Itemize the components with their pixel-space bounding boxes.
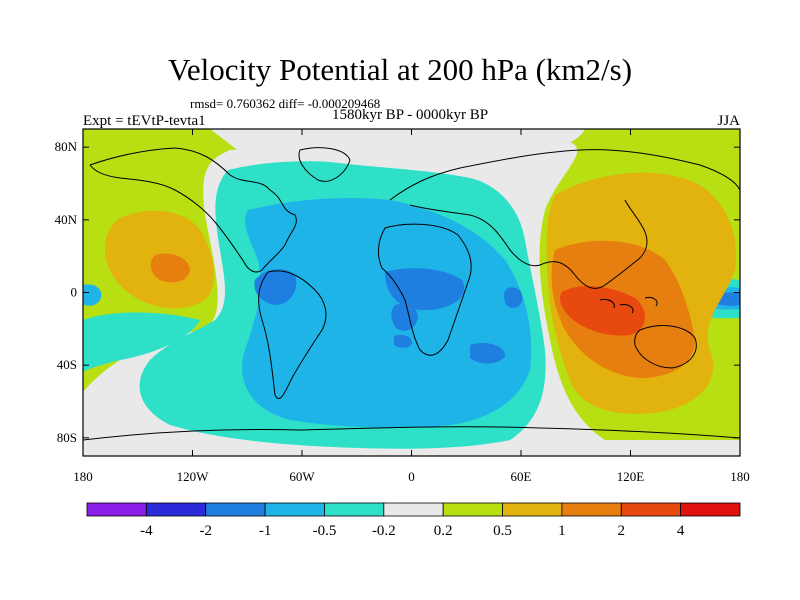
lat-tick-label: 40N: [55, 212, 78, 227]
field-negative-pacific-spot: [83, 284, 102, 306]
lat-tick-label: 0: [71, 285, 78, 300]
colorbar-swatch: [86, 502, 147, 517]
lon-tick-label: 180: [730, 469, 750, 484]
lon-tick-label: 120E: [617, 469, 645, 484]
colorbar-swatch: [205, 502, 266, 517]
colorbar-swatch: [324, 502, 385, 517]
colorbar-label: 1: [558, 523, 566, 539]
plot-title: Velocity Potential at 200 hPa (km2/s): [167, 52, 633, 87]
antarctica-coast: [83, 426, 740, 441]
colorbar-swatch: [620, 502, 682, 517]
lon-tick-label: 60W: [289, 469, 315, 484]
colorbar-label: -0.2: [372, 523, 396, 539]
colorbar-swatch: [502, 502, 563, 517]
colorbar-swatch: [264, 502, 325, 517]
lon-tick-label: 0: [408, 469, 415, 484]
lat-tick-label: 80S: [57, 430, 77, 445]
field-negative-strong-madagascar: [470, 343, 505, 364]
colorbar-label: -1: [259, 523, 272, 539]
lat-tick-label: 80N: [55, 139, 78, 154]
colorbar-label: -4: [140, 523, 153, 539]
season-label: JJA: [717, 113, 740, 129]
field-negative-strong-indian-west: [504, 287, 523, 308]
greenland-coast: [298, 147, 351, 182]
colorbar-label: 0.2: [434, 523, 453, 539]
contour-field: [83, 129, 740, 456]
indonesia-coast: [599, 297, 658, 314]
lon-tick-label: 60E: [511, 469, 532, 484]
coastlines: [83, 147, 740, 441]
field-arctic-neutral: [210, 129, 585, 166]
colorbar-label: -0.5: [313, 523, 337, 539]
south-america-coast: [258, 270, 327, 400]
axis-ticks: 80N 40N 0 40S 80S 180 120W 60W 0 60E 120E 180: [55, 129, 750, 484]
field-negative-mid: [242, 198, 532, 428]
lat-tick-label: 40S: [57, 357, 77, 372]
colorbar-swatch: [383, 502, 444, 517]
field-positive-asia-core: [560, 286, 646, 336]
colorbar: -4 -2 -1 -0.5 -0.2 0.2 0.5 1 2 4: [86, 502, 741, 539]
africa-coast: [377, 223, 472, 356]
field-negative-sepacific: [83, 312, 200, 372]
field-positive-epacific-core: [150, 253, 190, 283]
colorbar-label: 0.5: [493, 523, 512, 539]
colorbar-swatch: [442, 502, 503, 517]
north-america-coast: [89, 147, 297, 273]
field-negative-strong-america: [254, 268, 297, 305]
colorbar-label: 4: [677, 523, 685, 539]
stats-line: rmsd= 0.760362 diff= -0.000209468: [190, 96, 381, 111]
eurasia-coast: [389, 149, 740, 289]
period-subtitle: 1580kyr BP - 0000kyr BP: [331, 107, 489, 123]
lon-tick-label: 120W: [177, 469, 210, 484]
lon-tick-label: 180: [73, 469, 93, 484]
colorbar-label: 2: [618, 523, 626, 539]
colorbar-label: -2: [199, 523, 212, 539]
field-negative-strong-brazil: [394, 334, 412, 348]
colorbar-swatch: [680, 502, 741, 517]
australia-coast: [634, 325, 697, 369]
colorbar-swatch: [145, 502, 207, 517]
colorbar-swatch: [561, 502, 622, 517]
experiment-label: Expt = tEVtP-tevta1: [83, 113, 206, 129]
